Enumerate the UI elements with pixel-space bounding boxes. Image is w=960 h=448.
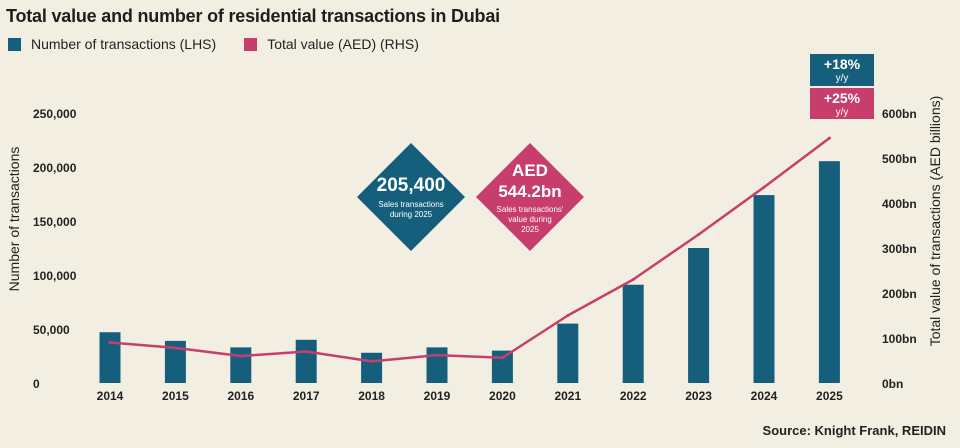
x-tick-2018: 2018 <box>358 389 385 403</box>
x-tick-2014: 2014 <box>97 389 124 403</box>
callout-value-line2: 544.2bn <box>498 182 561 201</box>
callout-value-line1: AED <box>512 161 548 180</box>
y-tick-right-3: 300bn <box>882 242 917 256</box>
y-tick-right-1: 100bn <box>882 332 917 346</box>
badge-growth-transactions: +18% y/y <box>810 54 874 86</box>
y-tick-right-2: 200bn <box>882 287 917 301</box>
callout-value-caption-2: value during <box>508 215 552 224</box>
callout-transactions-diamond <box>357 143 465 251</box>
bar-2019 <box>426 347 448 383</box>
line-point-2021 <box>566 314 570 317</box>
y-tick-right-0: 0bn <box>882 377 903 391</box>
callout-transactions-caption-1: Sales transactions <box>378 200 443 209</box>
y-axis-title-left: Number of transactions <box>6 147 22 292</box>
x-tick-2020: 2020 <box>489 389 516 403</box>
y-axis-title-right: Total value of transactions (AED billion… <box>927 96 943 347</box>
line-series <box>108 136 831 363</box>
badge-growth-transactions-unit: y/y <box>836 73 849 84</box>
badge-growth-value-value: +25% <box>824 90 861 106</box>
callout-value-caption-3: 2025 <box>521 225 539 234</box>
x-tick-2024: 2024 <box>751 389 778 403</box>
x-tick-2015: 2015 <box>162 389 189 403</box>
line-point-2018 <box>370 359 374 363</box>
callout-value-caption-1: Sales transactions' <box>497 205 564 214</box>
line-total-value <box>108 136 831 363</box>
line-point-2017 <box>304 350 308 353</box>
line-point-2020 <box>500 356 504 360</box>
badge-growth-value-box <box>810 88 874 119</box>
x-tick-2016: 2016 <box>227 389 254 403</box>
bar-2024 <box>753 195 775 383</box>
bar-2021 <box>557 323 579 383</box>
badge-growth-transactions-value: +18% <box>824 56 861 72</box>
line-point-2025 <box>827 136 831 140</box>
callout-transactions: 205,400 Sales transactions during 2025 <box>357 143 465 251</box>
x-tick-2025: 2025 <box>816 389 843 403</box>
x-tick-2017: 2017 <box>293 389 320 403</box>
y-tick-left-2: 100,000 <box>33 269 77 283</box>
line-point-2022 <box>631 278 635 281</box>
right-axis: 0bn 100bn 200bn 300bn 400bn 500bn 600bn <box>882 107 917 391</box>
bar-2020 <box>491 350 513 383</box>
y-tick-left-3: 150,000 <box>33 215 77 229</box>
chart-title: Total value and number of residential tr… <box>6 6 500 26</box>
bar-2014 <box>99 332 121 383</box>
x-tick-2023: 2023 <box>685 389 712 403</box>
bar-2018 <box>361 352 383 383</box>
x-tick-2022: 2022 <box>620 389 647 403</box>
y-tick-right-5: 500bn <box>882 152 917 166</box>
line-point-2019 <box>435 353 439 357</box>
x-tick-2021: 2021 <box>554 389 581 403</box>
line-point-2023 <box>697 233 701 236</box>
callout-value-diamond <box>476 143 584 251</box>
legend: Number of transactions (LHS) Total value… <box>8 36 447 52</box>
bar-2015 <box>164 340 186 383</box>
line-point-2024 <box>762 185 766 189</box>
badge-growth-transactions-box <box>810 54 874 86</box>
x-axis-labels: 2014 2015 2016 2017 2018 2019 2020 2021 2022 2023… <box>97 389 843 403</box>
legend-label-transactions: Number of transactions (LHS) <box>31 36 217 52</box>
left-axis: 0 50,000 100,000 150,000 200,000 250,000 <box>33 107 77 391</box>
y-tick-left-1: 50,000 <box>33 323 70 337</box>
callout-transactions-caption-2: during 2025 <box>390 210 433 219</box>
bar-2025 <box>818 161 840 383</box>
y-tick-left-0: 0 <box>33 377 40 391</box>
bar-2016 <box>230 347 252 383</box>
legend-label-value: Total value (AED) (RHS) <box>267 36 419 52</box>
line-point-2014 <box>108 341 112 344</box>
legend-item-transactions: Number of transactions (LHS) <box>8 36 216 52</box>
line-point-2015 <box>173 346 177 350</box>
callout-transactions-value: 205,400 <box>377 175 446 196</box>
bar-series <box>99 161 840 383</box>
source-note: Source: Knight Frank, REIDIN <box>762 423 946 438</box>
legend-swatch-line <box>244 37 258 51</box>
legend-item-value: Total value (AED) (RHS) <box>244 36 419 52</box>
badge-growth-value-unit: y/y <box>836 107 849 118</box>
y-tick-right-4: 400bn <box>882 197 917 211</box>
bar-2023 <box>688 248 710 383</box>
y-tick-right-6: 600bn <box>882 107 917 121</box>
bar-2022 <box>622 284 644 383</box>
bar-2017 <box>295 339 317 383</box>
x-tick-2019: 2019 <box>424 389 451 403</box>
callout-value: AED 544.2bn Sales transactions' value du… <box>476 143 584 251</box>
y-tick-left-4: 200,000 <box>33 161 77 175</box>
legend-swatch-bar <box>8 37 21 51</box>
badge-growth-value: +25% y/y <box>810 88 874 119</box>
y-tick-left-5: 250,000 <box>33 107 77 121</box>
line-point-2016 <box>239 354 243 358</box>
